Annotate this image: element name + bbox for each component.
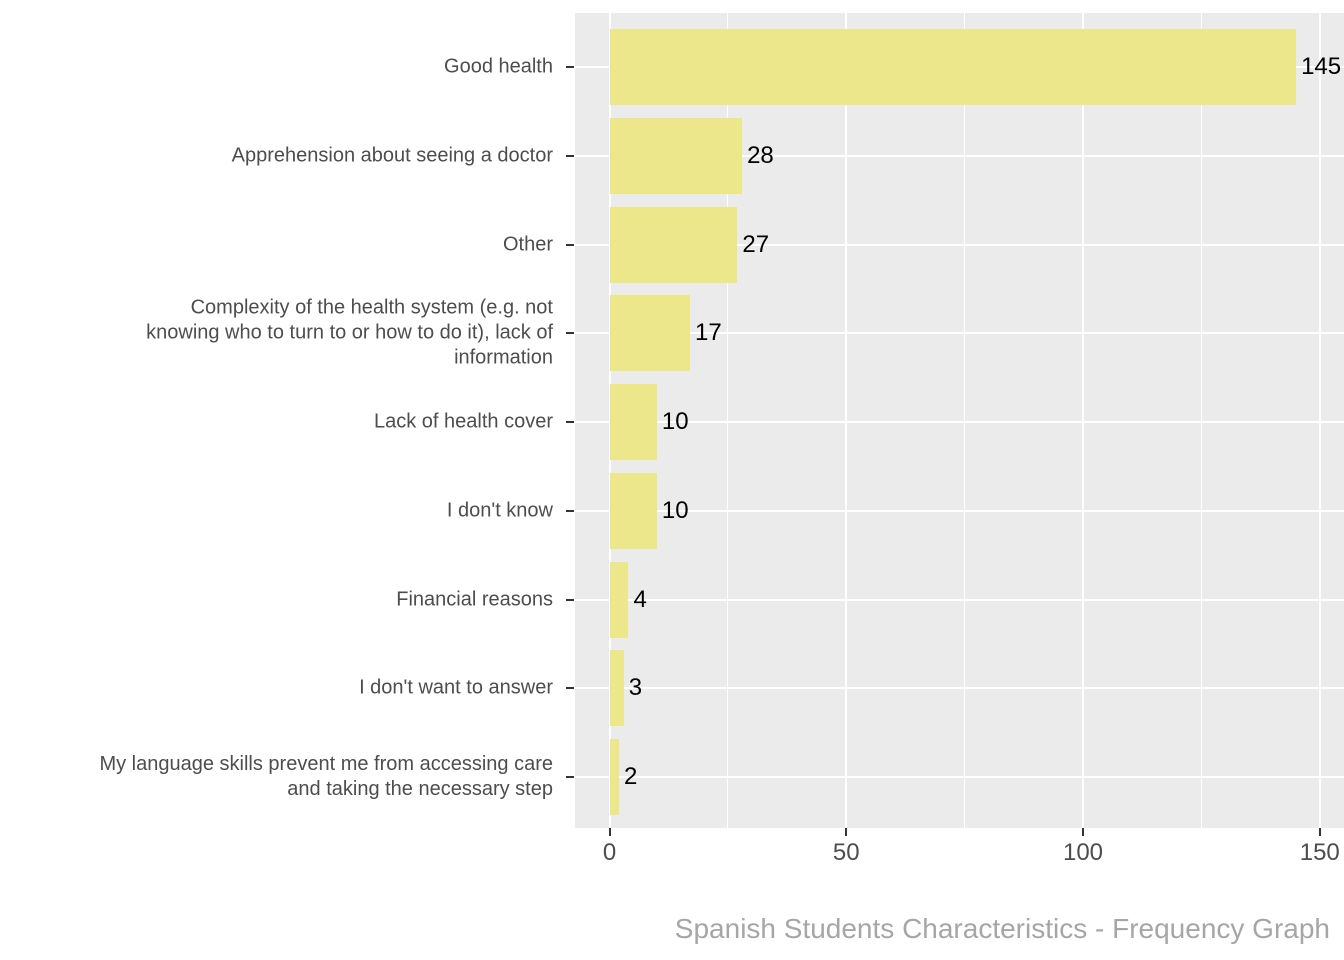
category-gridline — [575, 154, 1344, 157]
category-gridline — [575, 776, 1344, 778]
x-axis-tick — [845, 828, 848, 836]
y-axis-label: Lack of health cover — [374, 410, 553, 433]
category-gridline — [575, 598, 1344, 601]
y-axis-label: Complexity of the health system (e.g. no… — [146, 296, 553, 369]
y-axis-tick — [566, 66, 574, 68]
category-gridline — [575, 687, 1344, 690]
category-gridline — [575, 332, 1344, 335]
y-axis-tick — [566, 687, 574, 690]
bar — [609, 650, 624, 727]
minor-gridline — [964, 13, 966, 828]
bar-value-label: 28 — [747, 141, 774, 169]
y-axis-label: I don't want to answer — [359, 676, 553, 699]
bar-value-label: 10 — [661, 408, 689, 435]
major-gridline — [1082, 13, 1084, 828]
x-axis-tick — [1082, 828, 1084, 836]
major-gridline — [845, 13, 848, 828]
x-axis-tick-label: 150 — [1299, 839, 1340, 866]
category-gridline — [575, 243, 1344, 246]
bar-value-label: 145 — [1301, 53, 1342, 80]
bar — [609, 384, 657, 460]
category-gridline — [575, 509, 1344, 512]
x-axis-tick-label: 0 — [602, 839, 617, 866]
minor-gridline — [1200, 13, 1202, 828]
x-axis-tick — [608, 828, 611, 836]
bar — [609, 295, 690, 372]
bar — [609, 29, 1297, 105]
bar — [609, 739, 619, 815]
minor-gridline — [727, 13, 729, 828]
bar-value-label: 2 — [623, 763, 638, 790]
bar — [609, 561, 629, 638]
x-axis-tick-label: 50 — [832, 839, 860, 866]
bar-value-label: 17 — [694, 319, 722, 347]
x-axis-tick-label: 100 — [1062, 839, 1104, 866]
category-gridline — [575, 421, 1344, 423]
y-axis-label: Other — [502, 233, 553, 255]
y-axis-tick — [566, 154, 574, 157]
bar — [609, 117, 743, 194]
y-axis-label: Financial reasons — [396, 588, 553, 610]
y-axis-label: Apprehension about seeing a doctor — [231, 144, 553, 167]
y-axis-tick — [566, 776, 574, 778]
bar-value-label: 4 — [633, 585, 647, 613]
bar — [609, 472, 657, 549]
major-gridline — [1318, 13, 1321, 828]
y-axis-tick — [566, 332, 574, 335]
chart-title: Spanish Students Characteristics - Frequ… — [674, 913, 1330, 944]
y-axis-label: I don't know — [446, 499, 553, 522]
y-axis-tick — [566, 421, 574, 423]
plot-panel: 145 28 27 17 10 10 4 3 2 — [575, 13, 1344, 828]
y-axis-label: Good health — [444, 55, 553, 78]
y-axis-tick — [566, 598, 574, 601]
x-axis-tick — [1318, 828, 1321, 836]
bar-value-label: 10 — [661, 496, 689, 524]
y-axis-tick — [566, 243, 574, 246]
bar — [609, 206, 738, 283]
bar-value-label: 3 — [628, 674, 643, 702]
bar-value-label: 27 — [742, 230, 770, 258]
y-axis-tick — [566, 509, 574, 512]
y-axis-label: My language skills prevent me from acces… — [99, 753, 553, 800]
